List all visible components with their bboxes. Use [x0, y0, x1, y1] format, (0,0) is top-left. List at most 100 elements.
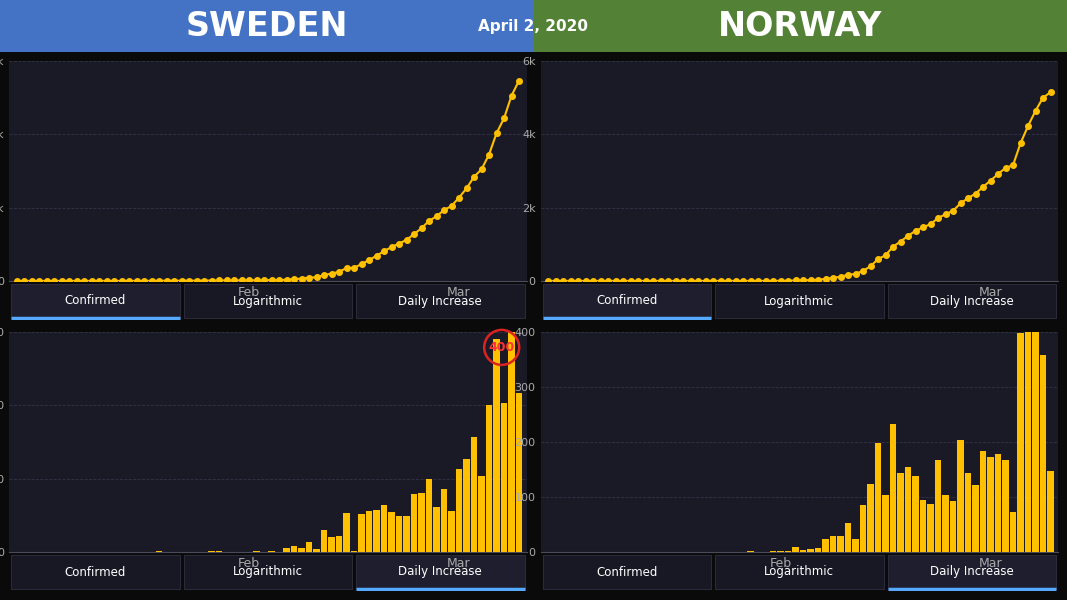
Point	[1004, 160, 1021, 170]
Bar	[875, 443, 881, 552]
Bar	[888, 555, 1056, 589]
Bar	[994, 454, 1001, 552]
Bar	[715, 555, 883, 589]
Bar	[388, 512, 395, 552]
Point	[136, 276, 153, 286]
Point	[1042, 88, 1060, 97]
Bar	[715, 284, 883, 318]
Point	[600, 276, 617, 286]
Point	[1012, 139, 1029, 148]
Point	[719, 276, 736, 286]
Bar	[785, 551, 792, 552]
Point	[323, 269, 340, 278]
Text: 400: 400	[489, 341, 514, 354]
Bar	[950, 501, 956, 552]
Point	[76, 276, 93, 286]
Bar	[253, 551, 259, 552]
Bar	[463, 459, 469, 552]
Text: Confirmed: Confirmed	[596, 565, 657, 578]
Point	[667, 276, 684, 286]
Point	[443, 201, 460, 211]
Point	[982, 176, 999, 185]
Point	[802, 275, 819, 285]
Point	[7, 276, 25, 286]
Bar	[1048, 471, 1054, 552]
Point	[712, 276, 729, 286]
Point	[225, 275, 242, 285]
Point	[368, 251, 385, 260]
Point	[180, 276, 197, 286]
Point	[967, 189, 984, 199]
Bar	[823, 539, 829, 552]
Bar	[957, 440, 964, 552]
Bar	[411, 494, 417, 552]
Text: Logarithmic: Logarithmic	[233, 295, 303, 307]
Point	[195, 276, 212, 286]
Point	[855, 266, 872, 275]
Point	[787, 275, 805, 285]
Bar	[373, 510, 380, 552]
Point	[607, 276, 624, 286]
Bar	[359, 514, 365, 552]
Bar	[853, 539, 859, 552]
Bar	[396, 516, 402, 552]
Point	[278, 275, 296, 284]
Bar	[156, 551, 162, 552]
Point	[458, 184, 475, 193]
Point	[622, 276, 639, 286]
Bar	[448, 511, 455, 552]
Point	[420, 216, 437, 226]
Point	[450, 193, 467, 202]
Text: Daily Increase: Daily Increase	[929, 295, 1014, 307]
Bar	[471, 437, 477, 552]
Bar	[920, 500, 926, 552]
Point	[637, 276, 654, 286]
Text: Logarithmic: Logarithmic	[764, 565, 834, 578]
Bar	[366, 511, 372, 552]
Point	[23, 276, 41, 286]
Point	[293, 274, 310, 283]
Bar	[485, 405, 492, 552]
Bar	[905, 467, 911, 552]
Point	[952, 199, 969, 208]
Bar	[329, 536, 335, 552]
Bar	[1017, 332, 1023, 552]
Point	[555, 276, 572, 286]
Bar	[1024, 293, 1031, 552]
Bar	[493, 339, 499, 552]
Point	[644, 276, 662, 286]
Point	[473, 164, 490, 174]
Point	[674, 276, 691, 286]
Bar	[456, 469, 462, 552]
Point	[31, 276, 48, 286]
Point	[914, 223, 931, 232]
Bar	[890, 424, 896, 552]
Text: Confirmed: Confirmed	[65, 295, 126, 307]
Text: Logarithmic: Logarithmic	[233, 565, 303, 578]
Point	[495, 113, 512, 123]
Bar	[441, 490, 447, 552]
Point	[158, 276, 175, 286]
Point	[764, 276, 781, 286]
Point	[870, 254, 887, 264]
Point	[1035, 93, 1052, 103]
Point	[503, 91, 520, 101]
Point	[742, 276, 759, 286]
Point	[248, 275, 265, 285]
Point	[907, 226, 924, 236]
Point	[652, 276, 669, 286]
Point	[592, 276, 609, 286]
Point	[405, 229, 423, 239]
Bar	[356, 555, 525, 589]
Point	[128, 276, 145, 286]
Point	[615, 276, 632, 286]
Point	[428, 212, 445, 221]
Point	[68, 276, 85, 286]
Point	[91, 276, 108, 286]
Point	[383, 242, 400, 252]
Bar	[987, 457, 993, 552]
Point	[361, 255, 378, 265]
Bar	[284, 548, 289, 552]
Point	[218, 275, 235, 285]
Point	[929, 213, 946, 223]
